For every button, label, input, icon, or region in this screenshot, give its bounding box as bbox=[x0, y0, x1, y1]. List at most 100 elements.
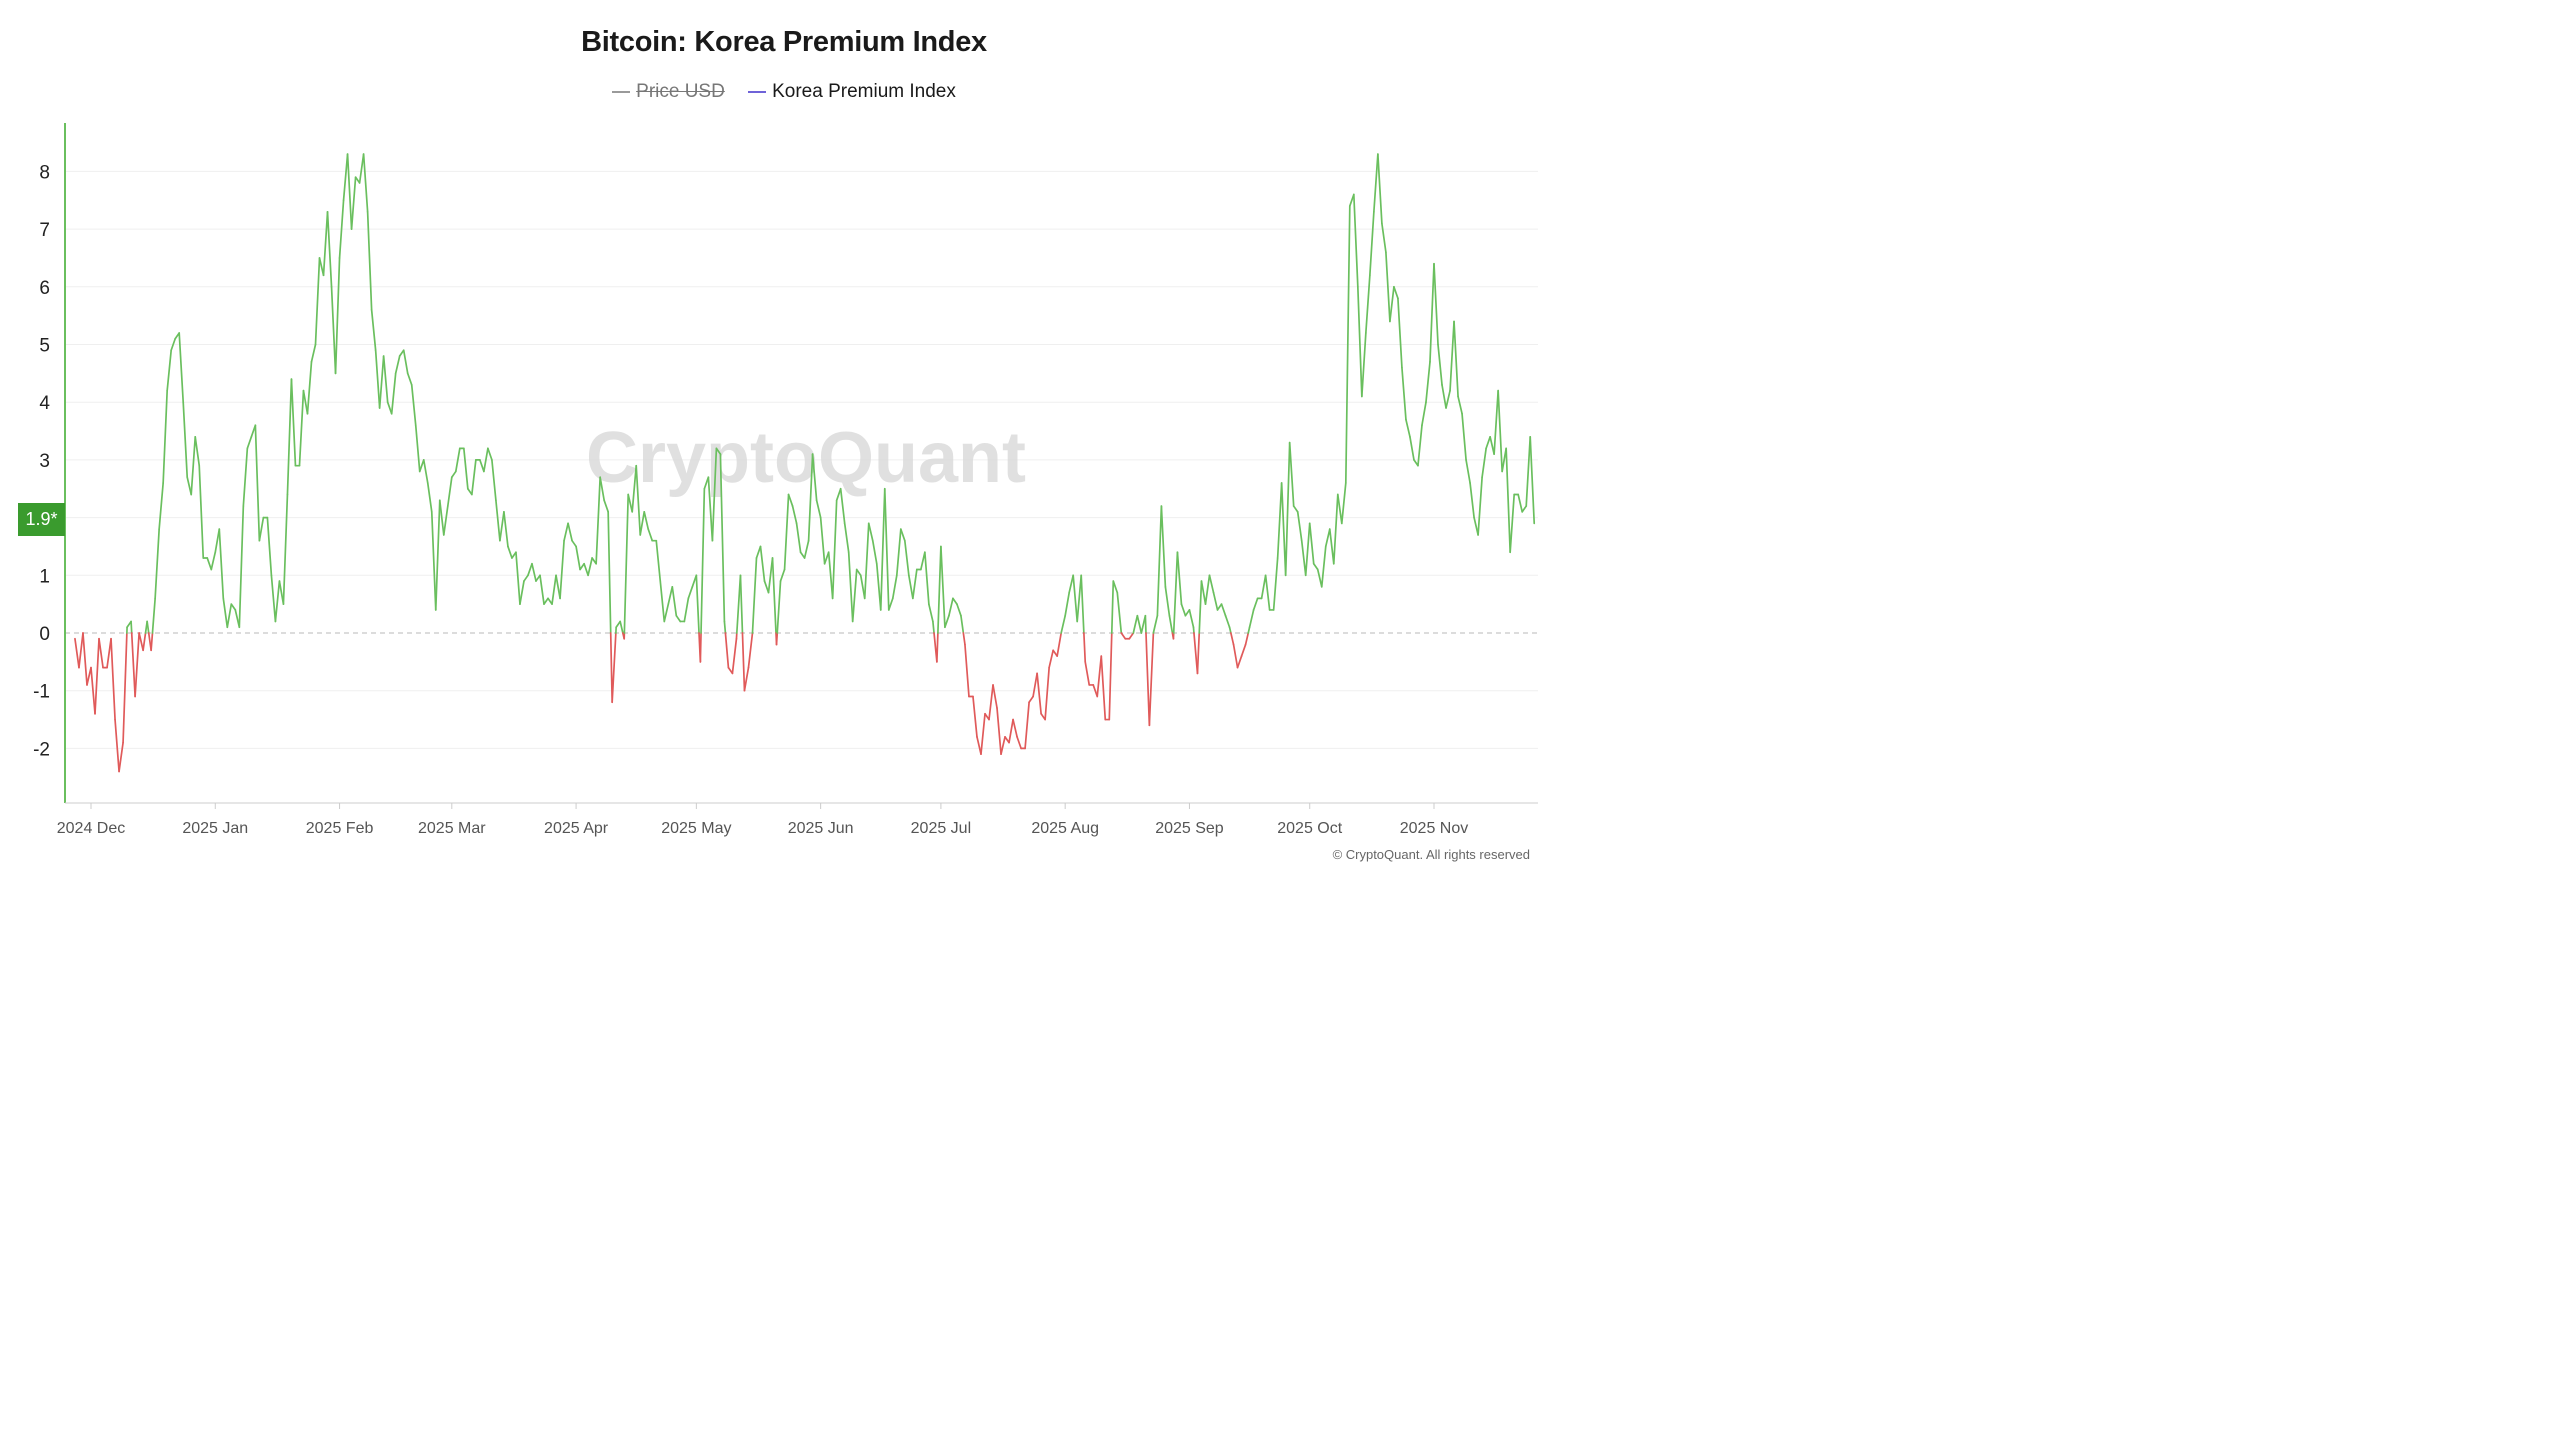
series-segment bbox=[142, 632, 147, 652]
series-segment bbox=[1445, 389, 1451, 409]
series-segment bbox=[791, 505, 798, 525]
series-segment bbox=[611, 632, 617, 704]
series-segment bbox=[743, 666, 750, 692]
series-segment bbox=[724, 632, 730, 669]
series-segment bbox=[1193, 632, 1199, 675]
series-segment bbox=[1401, 366, 1407, 421]
series-segment bbox=[1188, 609, 1195, 629]
series-segment bbox=[1409, 435, 1415, 461]
series-segment bbox=[154, 528, 160, 600]
series-segment bbox=[575, 545, 581, 571]
series-segment bbox=[1316, 568, 1323, 588]
series-segment bbox=[1028, 695, 1034, 704]
series-segment bbox=[1008, 718, 1014, 744]
series-segment bbox=[1389, 285, 1395, 323]
series-segment bbox=[1096, 655, 1103, 698]
series-korea-premium-index[interactable] bbox=[74, 153, 1536, 773]
series-segment bbox=[1260, 574, 1267, 600]
series-segment bbox=[631, 464, 638, 513]
series-segment bbox=[563, 522, 569, 542]
series-segment bbox=[799, 551, 806, 559]
series-segment bbox=[1116, 591, 1123, 634]
series-segment bbox=[1136, 614, 1143, 634]
series-segment bbox=[819, 516, 826, 565]
legend-item-price-usd[interactable]: Price USD bbox=[612, 81, 725, 103]
series-segment bbox=[859, 574, 866, 600]
series-segment bbox=[402, 349, 409, 375]
watermark-text: CryptoQuant bbox=[586, 418, 1026, 498]
series-segment bbox=[450, 470, 457, 479]
series-segment bbox=[382, 355, 389, 404]
series-segment bbox=[98, 637, 104, 669]
x-tick-label: 2025 May bbox=[661, 820, 731, 837]
series-segment bbox=[178, 332, 185, 404]
legend-label-price-usd: Price USD bbox=[636, 81, 725, 102]
series-segment bbox=[1264, 574, 1271, 611]
series-segment bbox=[226, 603, 233, 629]
series-segment bbox=[479, 459, 485, 473]
series-segment bbox=[962, 632, 966, 646]
series-segment bbox=[1012, 718, 1018, 738]
legend-item-korea-premium-index[interactable]: Korea Premium Index bbox=[748, 81, 956, 103]
series-segment bbox=[731, 637, 738, 675]
series-segment bbox=[1208, 574, 1215, 594]
series-segment bbox=[1280, 482, 1287, 577]
series-segment bbox=[936, 632, 939, 663]
series-segment bbox=[1120, 632, 1127, 640]
series-segment bbox=[1024, 701, 1030, 750]
series-segment bbox=[699, 632, 702, 663]
series-segment bbox=[1148, 632, 1155, 727]
series-segment bbox=[1509, 493, 1516, 554]
series-segment bbox=[1180, 603, 1187, 617]
series-segment bbox=[1032, 672, 1038, 698]
series-segment bbox=[659, 580, 666, 623]
series-segment bbox=[875, 562, 882, 611]
series-segment bbox=[1352, 193, 1359, 288]
series-segment bbox=[1252, 597, 1259, 611]
series-segment bbox=[667, 585, 674, 606]
series-segment bbox=[1421, 401, 1427, 427]
series-segment bbox=[1469, 482, 1475, 519]
series-segment bbox=[1048, 649, 1055, 669]
series-segment bbox=[559, 539, 565, 600]
series-segment bbox=[1080, 574, 1085, 634]
series-segment bbox=[741, 632, 746, 692]
series-segment bbox=[1320, 545, 1327, 588]
series-segment bbox=[937, 545, 942, 634]
series-segment bbox=[214, 528, 221, 554]
x-axis-labels: 2024 Dec 2025 Jan 2025 Feb 2025 Mar 2025 Apr… bbox=[57, 820, 1469, 837]
series-segment bbox=[326, 210, 333, 288]
series-segment bbox=[438, 499, 445, 536]
series-segment bbox=[1364, 274, 1371, 334]
series-segment bbox=[635, 464, 642, 536]
legend-swatch-korea-premium-index bbox=[748, 91, 767, 93]
x-tick-label: 2025 Sep bbox=[1155, 820, 1224, 837]
series-segment bbox=[960, 614, 965, 634]
series-segment bbox=[723, 620, 727, 634]
series-segment bbox=[366, 210, 373, 311]
series-segment bbox=[266, 516, 273, 577]
legend: Price USD Korea Premium Index bbox=[0, 77, 1568, 103]
series-segment bbox=[1112, 580, 1119, 594]
series-segment bbox=[314, 257, 321, 346]
series-segment bbox=[1156, 505, 1163, 617]
x-tick-label: 2025 Apr bbox=[544, 820, 609, 837]
series-segment bbox=[210, 551, 217, 571]
series-segment bbox=[803, 539, 810, 559]
series-segment bbox=[1377, 153, 1383, 225]
series-segment bbox=[1224, 614, 1231, 629]
y-tick-label: 5 bbox=[39, 336, 50, 357]
series-segment bbox=[603, 499, 610, 513]
series-segment bbox=[94, 637, 100, 715]
series-segment bbox=[755, 545, 762, 559]
series-segment bbox=[1336, 493, 1343, 525]
series-segment bbox=[1160, 505, 1167, 588]
series-segment bbox=[258, 516, 265, 542]
series-segment bbox=[719, 453, 726, 623]
series-segment bbox=[1465, 459, 1471, 484]
series-segment bbox=[895, 528, 902, 577]
series-segment bbox=[150, 632, 154, 652]
series-segment bbox=[394, 355, 401, 375]
series-segment bbox=[162, 389, 169, 484]
chart-canvas[interactable]: CryptoQuant -2 -1 0 1 3 4 5 6 7 8 2024 Dec 2025 Ja… bbox=[0, 0, 1568, 884]
